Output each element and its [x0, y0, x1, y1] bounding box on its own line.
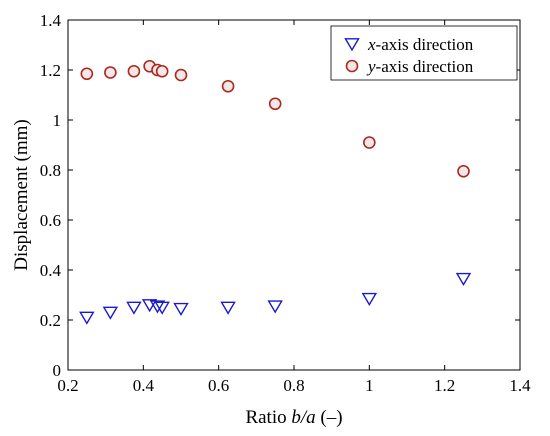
y-tick-label: 1 [53, 111, 62, 130]
x-tick-label: 0.2 [57, 376, 78, 395]
y-axis: 0 0.2 0.4 0.6 0.8 1 1.2 1.4 [40, 11, 520, 380]
y-tick-label: 0.2 [40, 311, 61, 330]
legend: x-axis direction y-axis direction [330, 25, 518, 81]
y-tick-label: 1.4 [40, 11, 62, 30]
y-tick-label: 0.8 [40, 161, 61, 180]
data-point [174, 68, 188, 82]
data-point [361, 292, 378, 306]
legend-box [330, 25, 518, 81]
data-point [127, 64, 141, 78]
data-point [267, 300, 283, 314]
data-point [221, 79, 235, 93]
legend-marker [345, 59, 359, 73]
x-axis-label: Ratio b/a (–) [245, 407, 342, 428]
data-point [457, 164, 470, 178]
x-axis: 0.2 0.4 0.6 0.8 1 1.2 1.4 [57, 20, 531, 395]
data-point [80, 67, 94, 81]
y-tick-label: 0.4 [40, 261, 62, 280]
data-point [149, 300, 166, 314]
x-tick-label: 1 [365, 376, 374, 395]
data-point [220, 301, 236, 315]
x-tick-label: 0.4 [133, 376, 155, 395]
data-point [126, 301, 142, 315]
data-markers [79, 59, 472, 325]
x-tick-label: 0.8 [283, 376, 304, 395]
x-tick-label: 0.6 [208, 376, 229, 395]
y-tick-label: 1.2 [40, 61, 61, 80]
series-x-axis-direction [79, 272, 472, 325]
data-point [363, 136, 376, 149]
x-tick-label: 1.2 [434, 376, 455, 395]
series-y-axis-direction [80, 59, 470, 178]
data-point [102, 306, 119, 320]
data-point [79, 311, 95, 325]
x-tick-label: 1.4 [509, 376, 531, 395]
y-axis-label: Displacement (mm) [11, 119, 32, 270]
legend-label: y-axis direction [366, 57, 474, 76]
data-point [268, 97, 282, 111]
data-point [155, 64, 169, 78]
legend-label: x-axis direction [367, 35, 474, 54]
data-point [104, 66, 117, 79]
y-tick-label: 0 [53, 361, 62, 380]
y-tick-label: 0.6 [40, 211, 61, 230]
data-point [154, 301, 170, 315]
legend-marker [344, 38, 360, 52]
data-point [173, 302, 189, 316]
data-point [455, 272, 472, 286]
